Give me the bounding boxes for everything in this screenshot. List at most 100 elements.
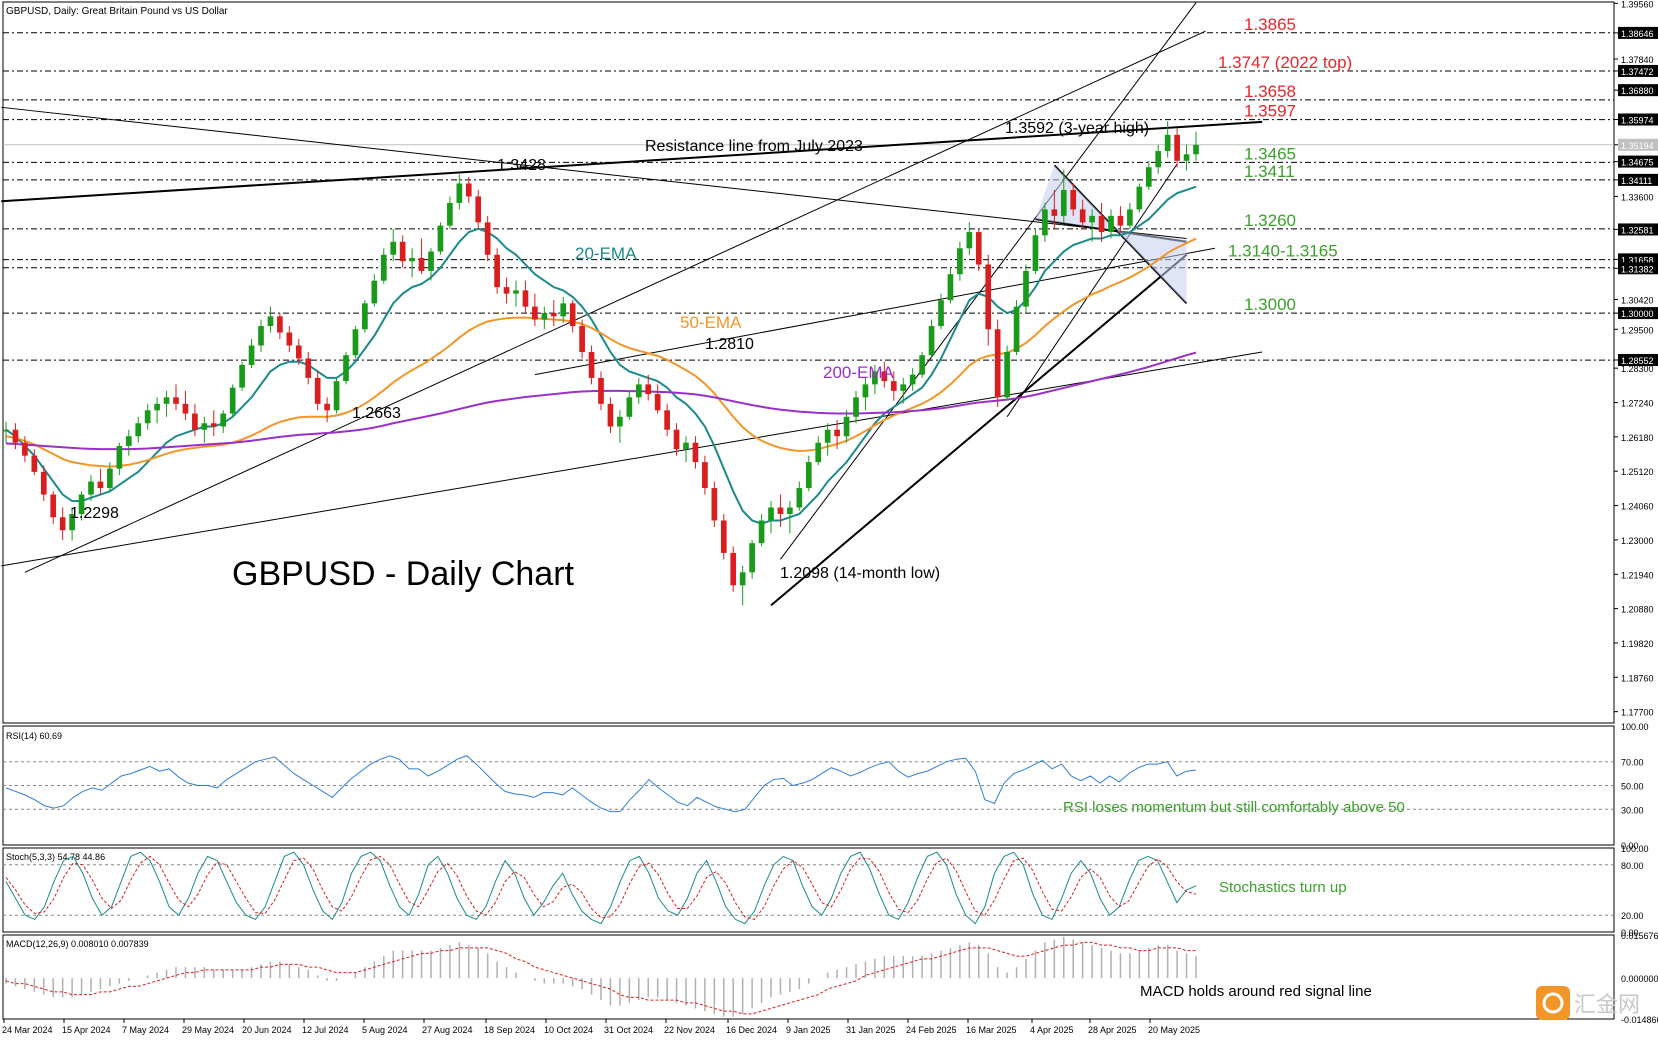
candle-body [635, 384, 642, 398]
candle-body [192, 413, 198, 430]
chart-title: GBPUSD - Daily Chart [232, 555, 575, 593]
y-tick-label: 1.34675 [1621, 158, 1654, 168]
y-tick-label: 1.17700 [1621, 708, 1654, 718]
candle-body [144, 410, 151, 424]
y-axis: 1.39560 1.38646 1.37840 1.37472 1.36880 1.359… [1614, 0, 1658, 718]
x-tick-label: 22 Nov 2024 [664, 1025, 715, 1035]
rsi-title: RSI(14) 60.69 [6, 731, 62, 741]
candle-body [513, 290, 519, 294]
candle-body [975, 232, 982, 265]
candle-body [465, 183, 472, 197]
candle-body [824, 429, 831, 443]
candle-body [163, 397, 170, 404]
candle-body [843, 416, 850, 437]
candle-body [248, 345, 255, 365]
price-annotation: 1.2298 [70, 505, 119, 522]
candle-body [371, 280, 378, 304]
candle-body [532, 306, 538, 320]
level-label: 1.3140-1.3165 [1228, 242, 1338, 261]
x-tick-label: 5 Aug 2024 [362, 1025, 408, 1035]
candle-body [1136, 186, 1143, 210]
candle-body [720, 520, 727, 553]
candle-body [626, 397, 633, 417]
y-tick-label: 1.32581 [1621, 225, 1654, 235]
candle-body [683, 442, 689, 450]
candle-body [12, 429, 19, 443]
level-label: 1.3658 [1244, 82, 1296, 101]
candle-body [390, 241, 397, 255]
candle-body [617, 416, 623, 427]
y-tick-label: 1.27240 [1621, 399, 1654, 409]
candle-body [286, 332, 293, 346]
price-annotation: 1.2098 (14-month low) [780, 565, 940, 582]
candle-body [928, 326, 935, 356]
price-annotation: Resistance line from July 2023 [645, 138, 863, 155]
candle-body [749, 543, 755, 573]
x-tick-label: 31 Oct 2024 [604, 1025, 653, 1035]
candle-body [418, 257, 425, 271]
level-label: 1.3411 [1244, 162, 1295, 181]
level-label: 1.3597 [1244, 102, 1296, 121]
candle-body [201, 423, 208, 430]
candle-body [1164, 134, 1171, 152]
candle-body [1070, 189, 1077, 210]
candle-body [1051, 209, 1058, 216]
watermark-logo-icon [1536, 986, 1570, 1020]
y-tick-highlight [1618, 26, 1658, 39]
rsi-annotation: RSI loses momentum but still comfortably… [1063, 799, 1405, 816]
y-tick-label: 1.24060 [1621, 502, 1654, 512]
stoch-panel [2, 847, 1615, 933]
candle-body [569, 303, 576, 327]
x-tick-label: 20 Jun 2024 [242, 1025, 292, 1035]
candle-body [947, 274, 954, 301]
macd-title: MACD(12,26,9) 0.008010 0.007839 [6, 939, 149, 949]
watermark-text: 汇金网 [1574, 992, 1640, 1017]
candle-body [550, 313, 557, 317]
y-tick-label: 1.28552 [1621, 356, 1654, 366]
y-tick-label: 1.31382 [1621, 264, 1654, 274]
candle-body [210, 423, 217, 427]
rsi-tick-label: 30.00 [1621, 805, 1644, 815]
candle-body [985, 264, 992, 330]
candle-body [428, 251, 434, 271]
stoch-title: Stoch(5,3,3) 54.78 44.86 [6, 852, 105, 862]
stoch-tick-label: 100.00 [1621, 844, 1649, 854]
chart-header: GBPUSD, Daily: Great Britain Pound vs US… [6, 6, 228, 17]
candle-body [938, 300, 944, 327]
x-axis: 24 Mar 2024 15 Apr 2024 7 May 2024 29 May 2… [2, 1019, 1200, 1035]
candle-body [78, 494, 85, 514]
candle-body [654, 394, 661, 411]
candle-body [447, 202, 453, 226]
y-tick-highlight [1618, 262, 1658, 275]
rsi-line [5, 755, 1197, 813]
candle-body [815, 442, 822, 463]
candle-body [862, 384, 869, 398]
candle-body [796, 488, 803, 508]
candle-body [730, 552, 737, 586]
candle-body [909, 374, 916, 385]
candle-body [456, 183, 463, 203]
candle-body [229, 387, 236, 414]
candle-body [277, 316, 283, 333]
candle-body [957, 248, 963, 275]
support-line-from-low [770, 253, 1188, 607]
stoch-tick-label: 20.00 [1621, 911, 1644, 921]
candle-body [1108, 215, 1114, 233]
candle-body [258, 326, 264, 346]
y-tick-highlight [1618, 64, 1658, 77]
candle-body [305, 358, 312, 378]
candle-body [522, 290, 529, 307]
candle-body [853, 397, 859, 417]
candle-body [702, 462, 708, 489]
candle-body [1060, 189, 1067, 216]
stoch-d-line [5, 855, 1197, 920]
candle-body [758, 520, 765, 544]
y-tick-highlight [1618, 307, 1658, 320]
candle-body [97, 481, 104, 489]
candle-body [267, 316, 274, 327]
ema-label: 200-EMA [823, 363, 895, 382]
y-tick-highlight [1618, 173, 1658, 186]
candle-body [125, 436, 132, 446]
